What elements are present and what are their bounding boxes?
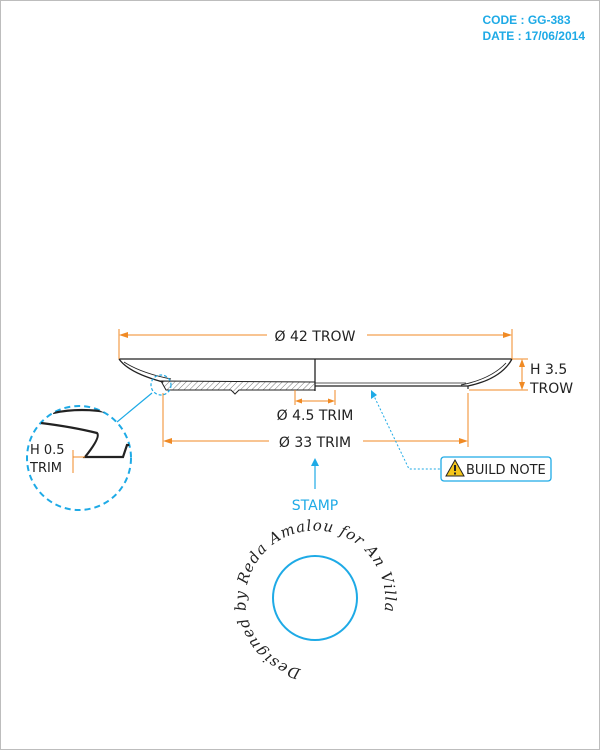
center-diameter-label: Ø 4.5 TRIM xyxy=(277,408,354,424)
build-note-label: BUILD NOTE xyxy=(466,463,546,478)
dimension-outer-diameter xyxy=(118,329,513,359)
date-value: 17/06/2014 xyxy=(524,29,585,43)
height-label: H 3.5 xyxy=(530,362,567,378)
warning-icon xyxy=(445,458,465,477)
code-label: CODE : xyxy=(482,13,525,27)
stamp-label: STAMP xyxy=(292,498,338,514)
outer-diameter-label: Ø 42 TROW xyxy=(275,329,356,345)
plate-right-rim xyxy=(467,358,513,387)
height-unit-label: TROW xyxy=(529,381,573,397)
plate-right-inner xyxy=(460,362,507,386)
dimension-base-diameter xyxy=(162,393,469,447)
stamp-arrow xyxy=(311,458,319,489)
plate-profile xyxy=(118,358,513,391)
build-note-leader xyxy=(372,393,441,470)
dimension-height xyxy=(469,358,528,391)
stamp-text: Designed by Reda Amalou for An Villa xyxy=(231,516,399,683)
plate-left-inner xyxy=(123,361,172,380)
code-value: GG-383 xyxy=(527,13,571,27)
build-note-box[interactable] xyxy=(440,456,552,482)
stamp-text-path: Designed by Reda Amalou for An Villa xyxy=(231,516,398,683)
detail-circle xyxy=(26,405,132,511)
detail-unit-label: TRIM xyxy=(29,461,62,476)
dimension-center-diameter xyxy=(294,390,336,405)
detail-height-label: H 0.5 xyxy=(30,443,65,458)
stamp-circle xyxy=(272,555,358,641)
date-label: DATE : xyxy=(482,29,522,43)
build-note-arrowhead xyxy=(371,390,377,399)
base-diameter-label: Ø 33 TRIM xyxy=(279,435,351,451)
detail-marker-circle xyxy=(150,374,172,396)
detail-leader-line xyxy=(116,392,153,423)
code-line: CODE : GG-383 xyxy=(482,12,585,28)
plate-section-hatch xyxy=(160,380,316,395)
title-block: CODE : GG-383 DATE : 17/06/2014 xyxy=(482,12,585,44)
date-line: DATE : 17/06/2014 xyxy=(482,28,585,44)
detail-height-dimension xyxy=(72,450,83,473)
plate-left-rim xyxy=(118,358,164,383)
